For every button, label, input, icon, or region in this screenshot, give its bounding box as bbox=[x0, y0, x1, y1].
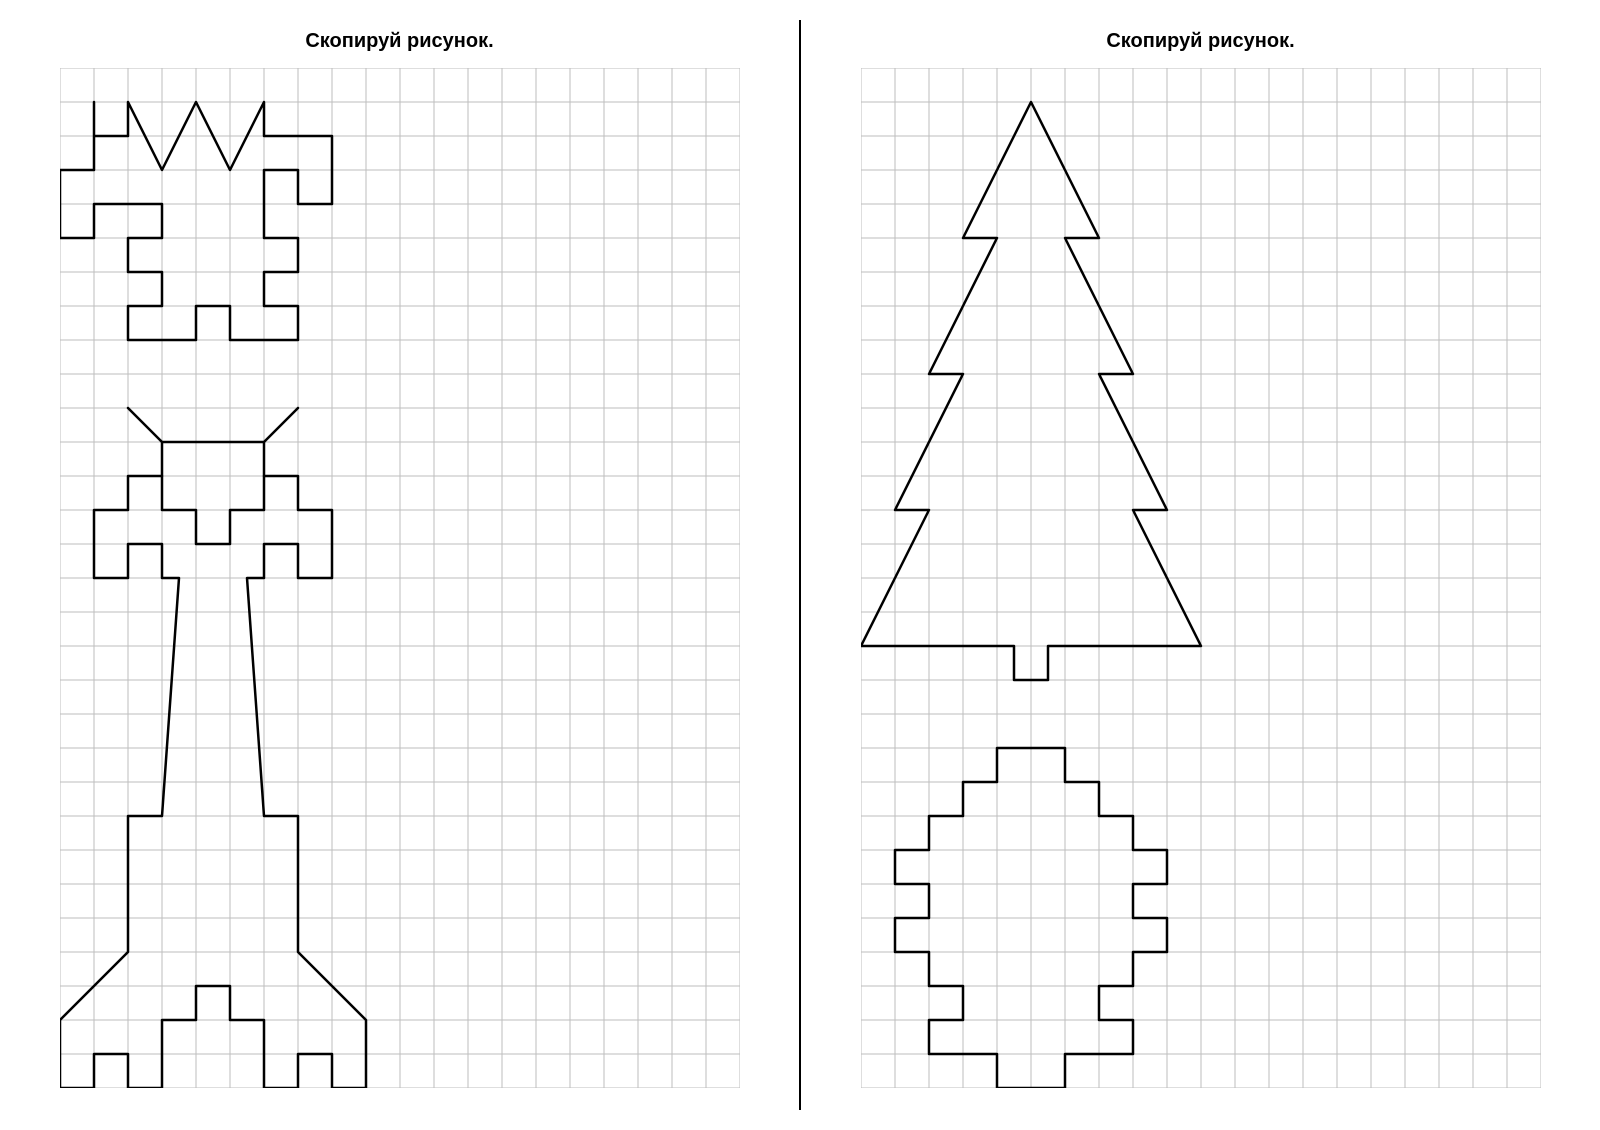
right-title: Скопируй рисунок. bbox=[1106, 30, 1294, 53]
left-panel: Скопируй рисунок. bbox=[0, 0, 799, 1130]
right-drawing-grid bbox=[861, 68, 1541, 1088]
left-title: Скопируй рисунок. bbox=[305, 30, 493, 53]
right-panel: Скопируй рисунок. bbox=[801, 0, 1600, 1130]
left-drawing-grid bbox=[60, 68, 740, 1088]
